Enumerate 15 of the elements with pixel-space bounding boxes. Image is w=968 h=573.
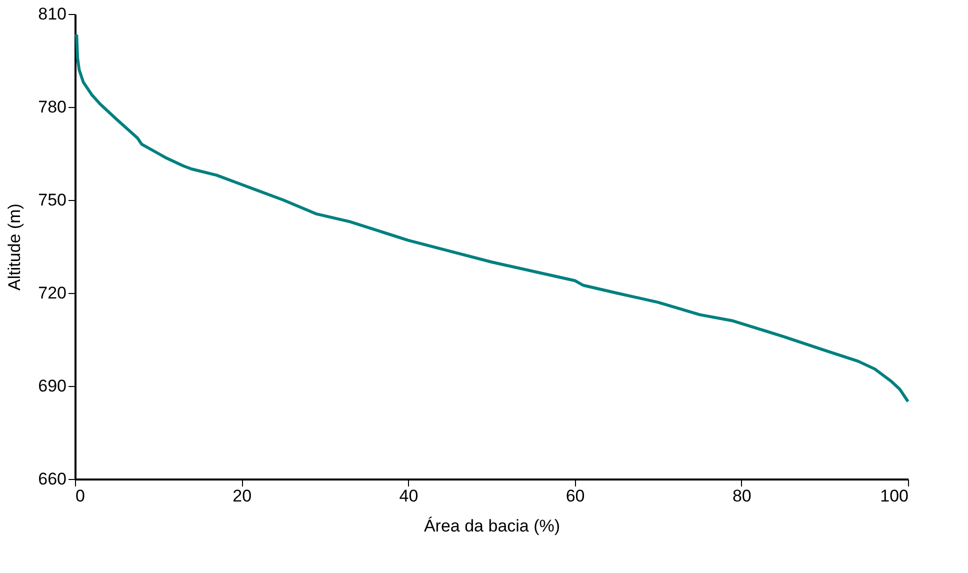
x-tick-label: 0 bbox=[76, 486, 85, 506]
x-tick-label: 40 bbox=[399, 486, 418, 506]
x-axis-title: Área da bacia (%) bbox=[424, 516, 560, 536]
line-series bbox=[74, 34, 910, 403]
x-tick-label: 80 bbox=[732, 486, 752, 506]
y-axis-title: Altitude (m) bbox=[5, 204, 24, 290]
x-tick-label: 100 bbox=[880, 486, 908, 506]
y-tick-label: 780 bbox=[38, 98, 66, 116]
y-tick-label: 810 bbox=[38, 4, 66, 24]
y-tick-label: 750 bbox=[38, 190, 66, 210]
y-tick-label: 660 bbox=[38, 470, 66, 488]
x-tick-label: 60 bbox=[566, 486, 585, 506]
x-tick-label: 20 bbox=[232, 486, 252, 506]
y-tick-label: 720 bbox=[38, 284, 66, 302]
y-tick-label: 690 bbox=[38, 376, 66, 396]
